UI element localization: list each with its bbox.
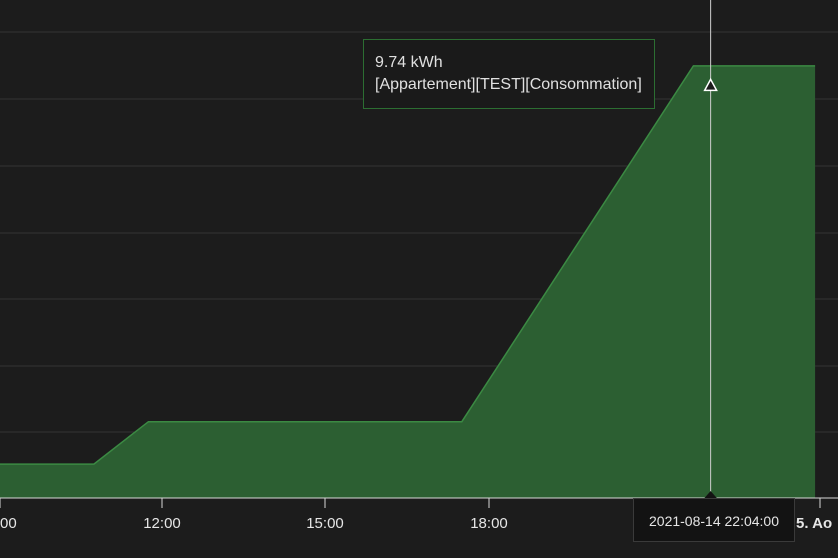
x-tick-label: 18:00	[470, 515, 508, 532]
x-label-caret	[703, 491, 718, 499]
tooltip: 9.74 kWh [Appartement][TEST][Consommatio…	[363, 39, 655, 109]
x-tick-label: 00	[0, 515, 17, 532]
x-axis-ticks: 00 12:00 15:00 18:00 5. Ao	[0, 498, 832, 532]
tooltip-series-name: [Appartement][TEST][Consommation]	[375, 76, 642, 93]
x-tick-label: 5. Ao	[796, 515, 832, 532]
crosshair-x-label: 2021-08-14 22:04:00	[633, 498, 795, 542]
x-tick-label: 15:00	[306, 515, 344, 532]
hover-point-marker	[703, 77, 718, 92]
x-tick-label: 12:00	[143, 515, 181, 532]
series-area[interactable]	[0, 65, 816, 498]
tooltip-value: 9.74 kWh	[375, 54, 443, 71]
series-line	[0, 65, 816, 465]
